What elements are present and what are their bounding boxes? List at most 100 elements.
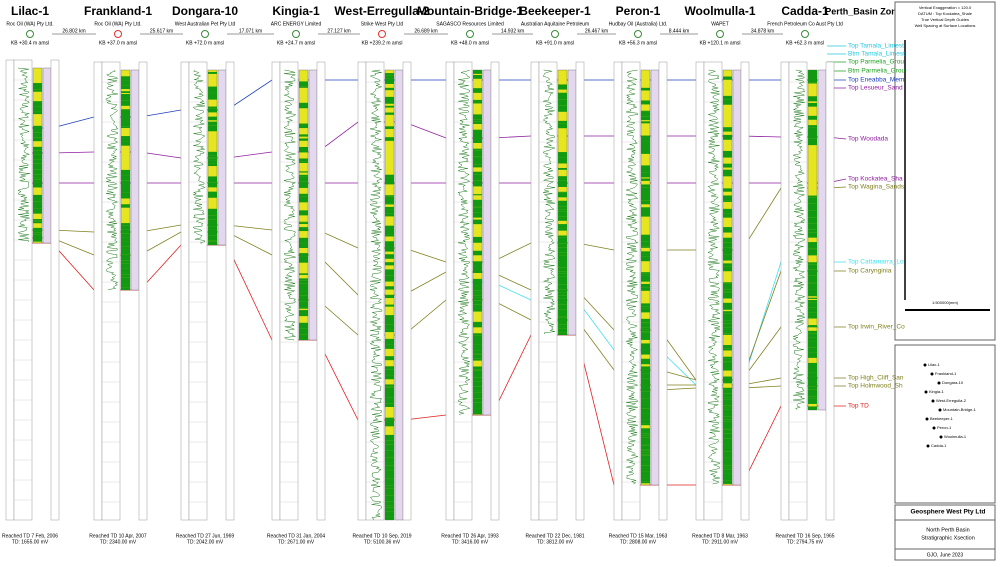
lithology-bed xyxy=(33,227,42,231)
zone-label: Top Carynginia xyxy=(848,268,892,275)
lithology-bed xyxy=(385,329,394,333)
lithology-bed xyxy=(808,210,817,218)
lithology-bed xyxy=(641,398,650,402)
lithology-bed xyxy=(208,121,217,126)
td-date: Reached TD 31 Jan, 2004 xyxy=(267,533,326,539)
lithology-bed xyxy=(385,294,394,299)
lithology-bed xyxy=(299,134,308,137)
lithology-bed xyxy=(208,240,217,242)
lithology-bed xyxy=(385,470,394,477)
lithology-bed xyxy=(558,252,567,256)
lithology-bed xyxy=(385,366,394,370)
kb: KB +91.0 m amsl xyxy=(536,40,574,46)
lithology-bed xyxy=(121,277,130,285)
lithology-bed xyxy=(121,287,130,290)
lithology-bed xyxy=(121,126,130,129)
lithology-bed xyxy=(723,393,732,398)
lithology-bed xyxy=(641,254,650,257)
lithology-bed xyxy=(808,125,817,128)
well-base xyxy=(402,61,412,521)
map-panel xyxy=(894,344,996,504)
lithology-bed xyxy=(473,174,482,181)
lithology-bed xyxy=(723,465,732,468)
lithology-bed xyxy=(641,343,650,350)
lithology-bed xyxy=(641,283,650,288)
gamma-log xyxy=(625,69,639,485)
lithology-bed xyxy=(208,158,217,161)
lithology-bed xyxy=(299,322,308,329)
lithology-bed xyxy=(641,408,650,414)
lithology-bed xyxy=(385,269,394,276)
lithology-bed xyxy=(641,401,650,409)
log-track xyxy=(703,61,723,521)
lithology-bed xyxy=(641,121,650,124)
lithology-bed xyxy=(121,192,130,199)
lithology-bed xyxy=(808,297,817,299)
map-well xyxy=(923,363,927,367)
lithology-bed xyxy=(558,152,567,158)
lithology-bed xyxy=(208,151,217,156)
well-symbol xyxy=(26,30,34,38)
lithology-bed xyxy=(121,84,130,86)
lithology-bed xyxy=(473,236,482,243)
lithology-bed xyxy=(808,132,817,139)
lithology-bed xyxy=(473,390,482,393)
lithology-bed xyxy=(299,273,308,275)
lithology-bed xyxy=(723,389,732,394)
td-date: Reached TD 15 Mar, 1963 xyxy=(609,533,668,539)
lithology-bed xyxy=(473,344,482,351)
lithology-bed xyxy=(558,326,567,329)
lithology-bed xyxy=(641,200,650,202)
lithology-bed xyxy=(385,254,394,259)
lithology-bed xyxy=(385,96,394,104)
lithology-bed xyxy=(473,295,482,298)
depth-track xyxy=(5,59,15,521)
lithology-bed xyxy=(808,82,817,84)
zone-label: Top Kockatea_Sha xyxy=(848,176,903,183)
lithology-bed xyxy=(385,403,394,407)
lithology-bed xyxy=(385,417,394,420)
map-well xyxy=(937,381,941,385)
lithology-bed xyxy=(208,116,217,121)
info-panel xyxy=(894,1,996,341)
lithology-bed xyxy=(385,369,394,376)
lithology-bed xyxy=(121,246,130,250)
lithology-bed xyxy=(723,292,732,299)
kb: KB +56.3 m amsl xyxy=(619,40,657,46)
lithology-bed xyxy=(558,206,567,210)
lithology-bed xyxy=(808,248,817,250)
lithology-bed xyxy=(723,242,732,248)
distance: 26.689 km xyxy=(414,28,437,34)
well-symbol xyxy=(551,30,559,38)
lithology-bed xyxy=(723,457,732,460)
map-well xyxy=(924,390,928,394)
lithology-bed xyxy=(473,199,482,207)
lithology-bed xyxy=(299,253,308,257)
lithology-bed xyxy=(385,478,394,486)
lithology-bed xyxy=(641,382,650,386)
lithology-bed xyxy=(641,332,650,339)
lithology-bed xyxy=(473,381,482,387)
lithology-bed xyxy=(121,237,130,242)
lithology-bed xyxy=(121,272,130,275)
lithology-bed xyxy=(208,157,217,159)
lithology-bed xyxy=(299,334,308,340)
lithology-bed xyxy=(473,88,482,93)
lithology-bed xyxy=(473,350,482,354)
lithology-bed xyxy=(299,307,308,309)
map-well xyxy=(932,426,936,430)
lithology-bed xyxy=(808,362,817,369)
td: TD: 1655.00 mV xyxy=(12,539,49,545)
lithology-bed xyxy=(299,256,308,263)
lithology-bed xyxy=(385,516,394,520)
lithology-bed xyxy=(808,195,817,198)
lithology-bed xyxy=(641,385,650,392)
kb: KB +239.2 m amsl xyxy=(362,40,403,46)
formation-track xyxy=(42,67,52,244)
gamma-log xyxy=(283,69,297,341)
well-name: Beekeeper-1 xyxy=(519,4,591,18)
lithology-bed xyxy=(723,429,732,434)
lithology-bed xyxy=(641,237,650,242)
lithology-track xyxy=(807,69,818,411)
lithology-bed xyxy=(641,379,650,383)
